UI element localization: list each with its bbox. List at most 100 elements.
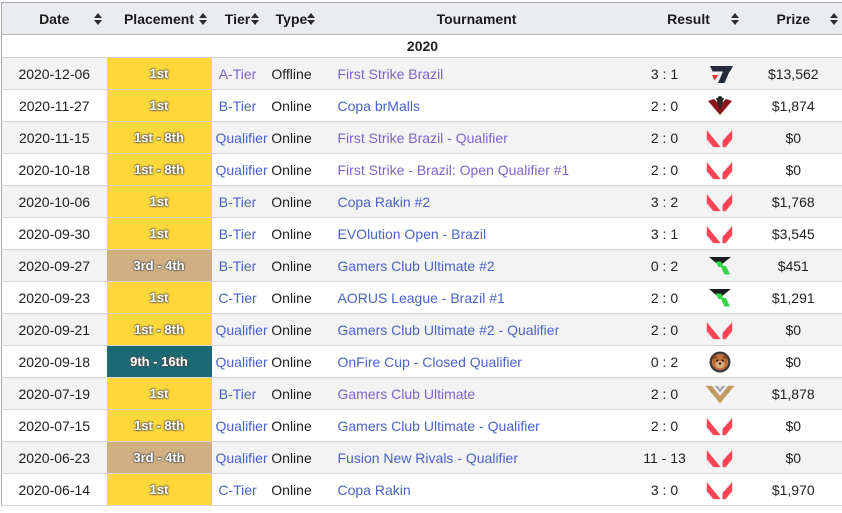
column-header-date[interactable]: Date <box>2 3 107 35</box>
tier-link[interactable]: Qualifier <box>216 450 268 466</box>
winged-emblem-logo[interactable] <box>707 94 733 118</box>
tier-link[interactable]: B-Tier <box>219 258 257 274</box>
date-cell: 2020-09-23 <box>2 282 107 314</box>
tournament-link[interactable]: First Strike Brazil <box>338 66 444 82</box>
column-header-tier-label: Tier <box>225 11 250 27</box>
valorant-logo[interactable] <box>705 159 734 181</box>
tournament-link[interactable]: Gamers Club Ultimate - Qualifier <box>338 418 540 434</box>
placement-cell: 1st - 8th <box>107 154 212 186</box>
tournament-link[interactable]: Gamers Club Ultimate #2 <box>338 258 495 274</box>
score-cell: 2 : 0 <box>634 282 696 314</box>
type-cell: Online <box>264 154 320 186</box>
column-header-type-label: Type <box>276 11 308 27</box>
tier-cell: Qualifier <box>212 346 264 378</box>
sort-icon <box>731 13 739 25</box>
column-header-result[interactable]: Result <box>634 3 744 35</box>
date-cell: 2020-10-18 <box>2 154 107 186</box>
valorant-logo[interactable] <box>705 223 734 245</box>
column-header-placement[interactable]: Placement <box>107 3 212 35</box>
table-row: 2020-12-06 1st A-Tier Offline First Stri… <box>2 58 842 90</box>
opponent-cell <box>696 282 744 314</box>
placement-cell: 3rd - 4th <box>107 442 212 474</box>
tournament-cell: AORUS League - Brazil #1 <box>320 282 634 314</box>
tier-link[interactable]: Qualifier <box>216 130 268 146</box>
valorant-logo[interactable] <box>705 479 734 501</box>
placement-cell: 1st <box>107 58 212 90</box>
tier-link[interactable]: C-Tier <box>218 482 256 498</box>
tier-link[interactable]: Qualifier <box>216 418 268 434</box>
tournament-cell: Fusion New Rivals - Qualifier <box>320 442 634 474</box>
table-row: 2020-07-19 1st B-Tier Online Gamers Club… <box>2 378 842 410</box>
column-header-prize[interactable]: Prize <box>744 3 842 35</box>
placement-cell: 1st - 8th <box>107 122 212 154</box>
table-row: 2020-09-21 1st - 8th Qualifier Online Ga… <box>2 314 842 346</box>
tournament-link[interactable]: First Strike - Brazil: Open Qualifier #1 <box>338 162 570 178</box>
type-cell: Online <box>264 410 320 442</box>
opponent-cell <box>696 122 744 154</box>
date-cell: 2020-09-21 <box>2 314 107 346</box>
tier-link[interactable]: Qualifier <box>216 354 268 370</box>
tier-link[interactable]: Qualifier <box>216 322 268 338</box>
opponent-cell <box>696 186 744 218</box>
opponent-cell <box>696 154 744 186</box>
tournament-link[interactable]: First Strike Brazil - Qualifier <box>338 130 508 146</box>
prize-cell: $3,545 <box>744 218 842 250</box>
tier-cell: Qualifier <box>212 314 264 346</box>
column-header-tier[interactable]: Tier <box>212 3 264 35</box>
tier-link[interactable]: B-Tier <box>219 194 257 210</box>
prize-cell: $0 <box>744 346 842 378</box>
green-bolt-logo[interactable] <box>707 287 733 309</box>
valorant-logo[interactable] <box>705 447 734 469</box>
tournament-link[interactable]: Copa Rakin <box>338 482 411 498</box>
valorant-logo[interactable] <box>705 127 734 149</box>
tournament-link[interactable]: OnFire Cup - Closed Qualifier <box>338 354 522 370</box>
score-cell: 0 : 2 <box>634 346 696 378</box>
placement-cell: 1st - 8th <box>107 410 212 442</box>
table-row: 2020-09-18 9th - 16th Qualifier Online O… <box>2 346 842 378</box>
opponent-cell <box>696 314 744 346</box>
tier-cell: Qualifier <box>212 410 264 442</box>
opponent-cell <box>696 218 744 250</box>
tournament-cell: Copa Rakin <box>320 474 634 506</box>
tournament-link[interactable]: AORUS League - Brazil #1 <box>338 290 505 306</box>
tournament-link[interactable]: Gamers Club Ultimate <box>338 386 476 402</box>
score-cell: 2 : 0 <box>634 314 696 346</box>
tournament-cell: Gamers Club Ultimate #2 - Qualifier <box>320 314 634 346</box>
type-cell: Online <box>264 474 320 506</box>
tier-link[interactable]: B-Tier <box>219 386 257 402</box>
gold-v-logo[interactable] <box>705 384 735 404</box>
tier-link[interactable]: C-Tier <box>218 290 256 306</box>
column-header-result-label: Result <box>667 11 710 27</box>
tournament-link[interactable]: Gamers Club Ultimate #2 - Qualifier <box>338 322 560 338</box>
score-cell: 2 : 0 <box>634 378 696 410</box>
score-cell: 11 - 13 <box>634 442 696 474</box>
sort-icon <box>94 13 102 25</box>
tier-link[interactable]: B-Tier <box>219 226 257 242</box>
dog-mascot-logo[interactable] <box>708 350 732 374</box>
tier-cell: C-Tier <box>212 282 264 314</box>
tournament-link[interactable]: Copa Rakin #2 <box>338 194 431 210</box>
tier-cell: Qualifier <box>212 442 264 474</box>
placement-cell: 1st <box>107 90 212 122</box>
valorant-logo[interactable] <box>705 191 734 213</box>
tournament-link[interactable]: Copa brMalls <box>338 98 420 114</box>
column-header-type[interactable]: Type <box>264 3 320 35</box>
tier-link[interactable]: Qualifier <box>216 162 268 178</box>
valorant-logo[interactable] <box>705 319 734 341</box>
tournament-cell: First Strike Brazil - Qualifier <box>320 122 634 154</box>
green-bolt-logo[interactable] <box>707 255 733 277</box>
type-cell: Online <box>264 314 320 346</box>
tier-link[interactable]: A-Tier <box>219 66 257 82</box>
tier-link[interactable]: B-Tier <box>219 98 257 114</box>
opponent-cell <box>696 378 744 410</box>
valorant-logo[interactable] <box>705 415 734 437</box>
date-cell: 2020-06-14 <box>2 474 107 506</box>
prize-cell: $451 <box>744 250 842 282</box>
tournament-link[interactable]: Fusion New Rivals - Qualifier <box>338 450 519 466</box>
date-cell: 2020-07-19 <box>2 378 107 410</box>
table-row: 2020-07-15 1st - 8th Qualifier Online Ga… <box>2 410 842 442</box>
pain-gaming-logo[interactable] <box>703 62 737 86</box>
score-cell: 3 : 0 <box>634 474 696 506</box>
tournament-link[interactable]: EVOlution Open - Brazil <box>338 226 487 242</box>
table-row: 2020-06-23 3rd - 4th Qualifier Online Fu… <box>2 442 842 474</box>
